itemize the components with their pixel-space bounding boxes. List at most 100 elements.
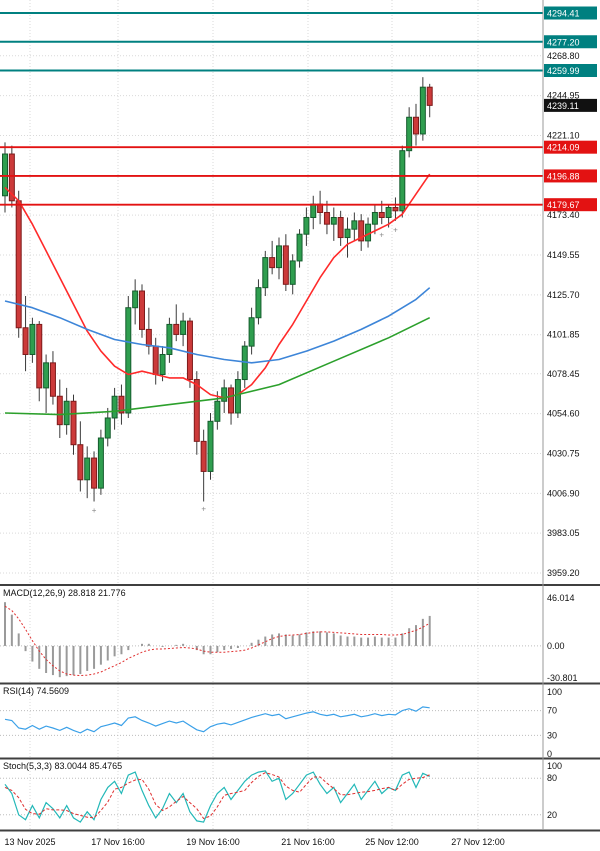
price-axis-labels: 4268.80 4244.95 4221.10 4173.40 4149.55 4125.…	[547, 51, 580, 578]
bull-candle	[289, 260, 296, 285]
bear-candle	[22, 327, 29, 355]
candlesticks	[2, 77, 433, 502]
price-tick-label: 4078.45	[547, 369, 580, 379]
bear-candle	[269, 257, 276, 269]
macd-axis-label: 46.014	[547, 593, 575, 603]
price-tick-label: 4006.90	[547, 488, 580, 498]
bear-candle	[139, 290, 145, 330]
bull-candle	[276, 245, 282, 269]
svg-text:4196.88: 4196.88	[547, 171, 580, 181]
rsi-label: RSI(14) 74.5609	[3, 686, 69, 696]
macd-signal-line	[4, 605, 430, 677]
time-axis: 13 Nov 2025 17 Nov 16:00 19 Nov 16:00 21 No…	[4, 837, 504, 847]
bull-candle	[419, 86, 426, 135]
macd-panel: MACD(12,26,9) 28.818 21.776 46.014 0.00 -30…	[3, 588, 578, 683]
bear-candle	[282, 245, 289, 285]
macd-label: MACD(12,26,9) 28.818 21.776	[3, 588, 126, 598]
bear-candle	[145, 328, 152, 347]
rsi-axis-label: 100	[547, 687, 562, 697]
bear-candle	[378, 211, 385, 218]
panel-separators	[0, 0, 600, 832]
bear-candle	[118, 395, 125, 414]
bull-candle	[111, 395, 118, 419]
ma-mid-blue	[4, 287, 431, 364]
time-label: 21 Nov 16:00	[281, 837, 335, 847]
bull-candle	[255, 287, 262, 319]
bear-candle	[186, 320, 193, 381]
support-price-badge[interactable]: 4179.67	[544, 198, 597, 212]
plus-marker: +	[379, 231, 384, 240]
bull-candle	[84, 457, 91, 481]
bear-candle	[49, 362, 56, 397]
price-tick-label: 4149.55	[547, 250, 580, 260]
resistance-price-badge[interactable]: 4259.99	[544, 64, 597, 78]
time-label: 17 Nov 16:00	[91, 837, 145, 847]
bear-candle	[413, 116, 419, 135]
price-tick-label: 4173.40	[547, 210, 580, 220]
bull-candle	[248, 317, 255, 347]
svg-text:4179.67: 4179.67	[547, 200, 580, 210]
bear-candle	[358, 220, 365, 242]
bull-candle	[97, 437, 104, 489]
stoch-axis-label: 80	[547, 773, 557, 783]
price-tick-label: 4244.95	[547, 91, 580, 101]
price-tick-label: 4268.80	[547, 51, 580, 61]
bull-candle	[296, 233, 303, 262]
current-price-badge[interactable]: 4239.11	[544, 98, 597, 112]
bull-candle	[166, 323, 173, 355]
price-tick-label: 4221.10	[547, 130, 580, 140]
price-tick-label: 4125.70	[547, 290, 580, 300]
bull-candle	[330, 216, 337, 225]
moving-averages	[4, 173, 431, 416]
rsi-axis-label: 0	[547, 749, 552, 759]
bull-candle	[63, 400, 70, 426]
resistance-price-badge[interactable]: 4294.41	[544, 6, 597, 20]
svg-text:4239.11: 4239.11	[547, 101, 579, 111]
bull-candle	[2, 153, 8, 197]
bull-candle	[351, 220, 358, 230]
stoch-axis-label: 100	[547, 761, 562, 771]
price-tick-label: 3959.20	[547, 568, 580, 578]
rsi-axis-label: 30	[547, 730, 557, 740]
bull-candle	[406, 116, 413, 152]
bull-candle	[214, 400, 221, 422]
svg-text:4214.09: 4214.09	[547, 143, 580, 153]
plus-marker: +	[393, 226, 398, 235]
bear-candle	[392, 206, 399, 212]
macd-axis-label: -30.801	[547, 673, 578, 683]
rsi-axis-label: 70	[547, 706, 557, 716]
bull-candle	[399, 150, 406, 212]
bull-candle	[310, 203, 317, 218]
bull-candle	[234, 379, 241, 414]
bear-candle	[173, 323, 180, 335]
ma-slow-green	[4, 316, 431, 416]
time-label: 19 Nov 16:00	[186, 837, 240, 847]
bear-candle	[77, 444, 84, 481]
bear-candle	[70, 400, 77, 446]
bull-candle	[344, 228, 351, 239]
bear-candle	[337, 216, 344, 239]
bull-candle	[43, 362, 50, 389]
time-label: 25 Nov 12:00	[365, 837, 419, 847]
plus-marker: +	[92, 506, 97, 515]
svg-text:4259.99: 4259.99	[547, 66, 580, 76]
stoch-k-line	[4, 770, 430, 823]
price-tick-label: 4030.75	[547, 448, 580, 458]
bear-candle	[36, 323, 43, 389]
ma-fast-red	[4, 173, 431, 399]
bear-candle	[152, 345, 159, 376]
bear-candle	[15, 200, 22, 329]
rsi-panel: RSI(14) 74.5609 100 70 30 0	[3, 686, 562, 759]
support-price-badge[interactable]: 4214.09	[544, 140, 597, 154]
bear-candle	[56, 395, 63, 426]
time-label: 13 Nov 2025	[4, 837, 55, 847]
bull-candle	[159, 353, 166, 376]
bull-candle	[180, 320, 187, 335]
price-tick-label: 4101.85	[547, 330, 580, 340]
resistance-price-badge[interactable]: 4277.20	[544, 35, 597, 49]
support-price-badge[interactable]: 4196.88	[544, 169, 597, 183]
bear-candle	[228, 387, 235, 414]
